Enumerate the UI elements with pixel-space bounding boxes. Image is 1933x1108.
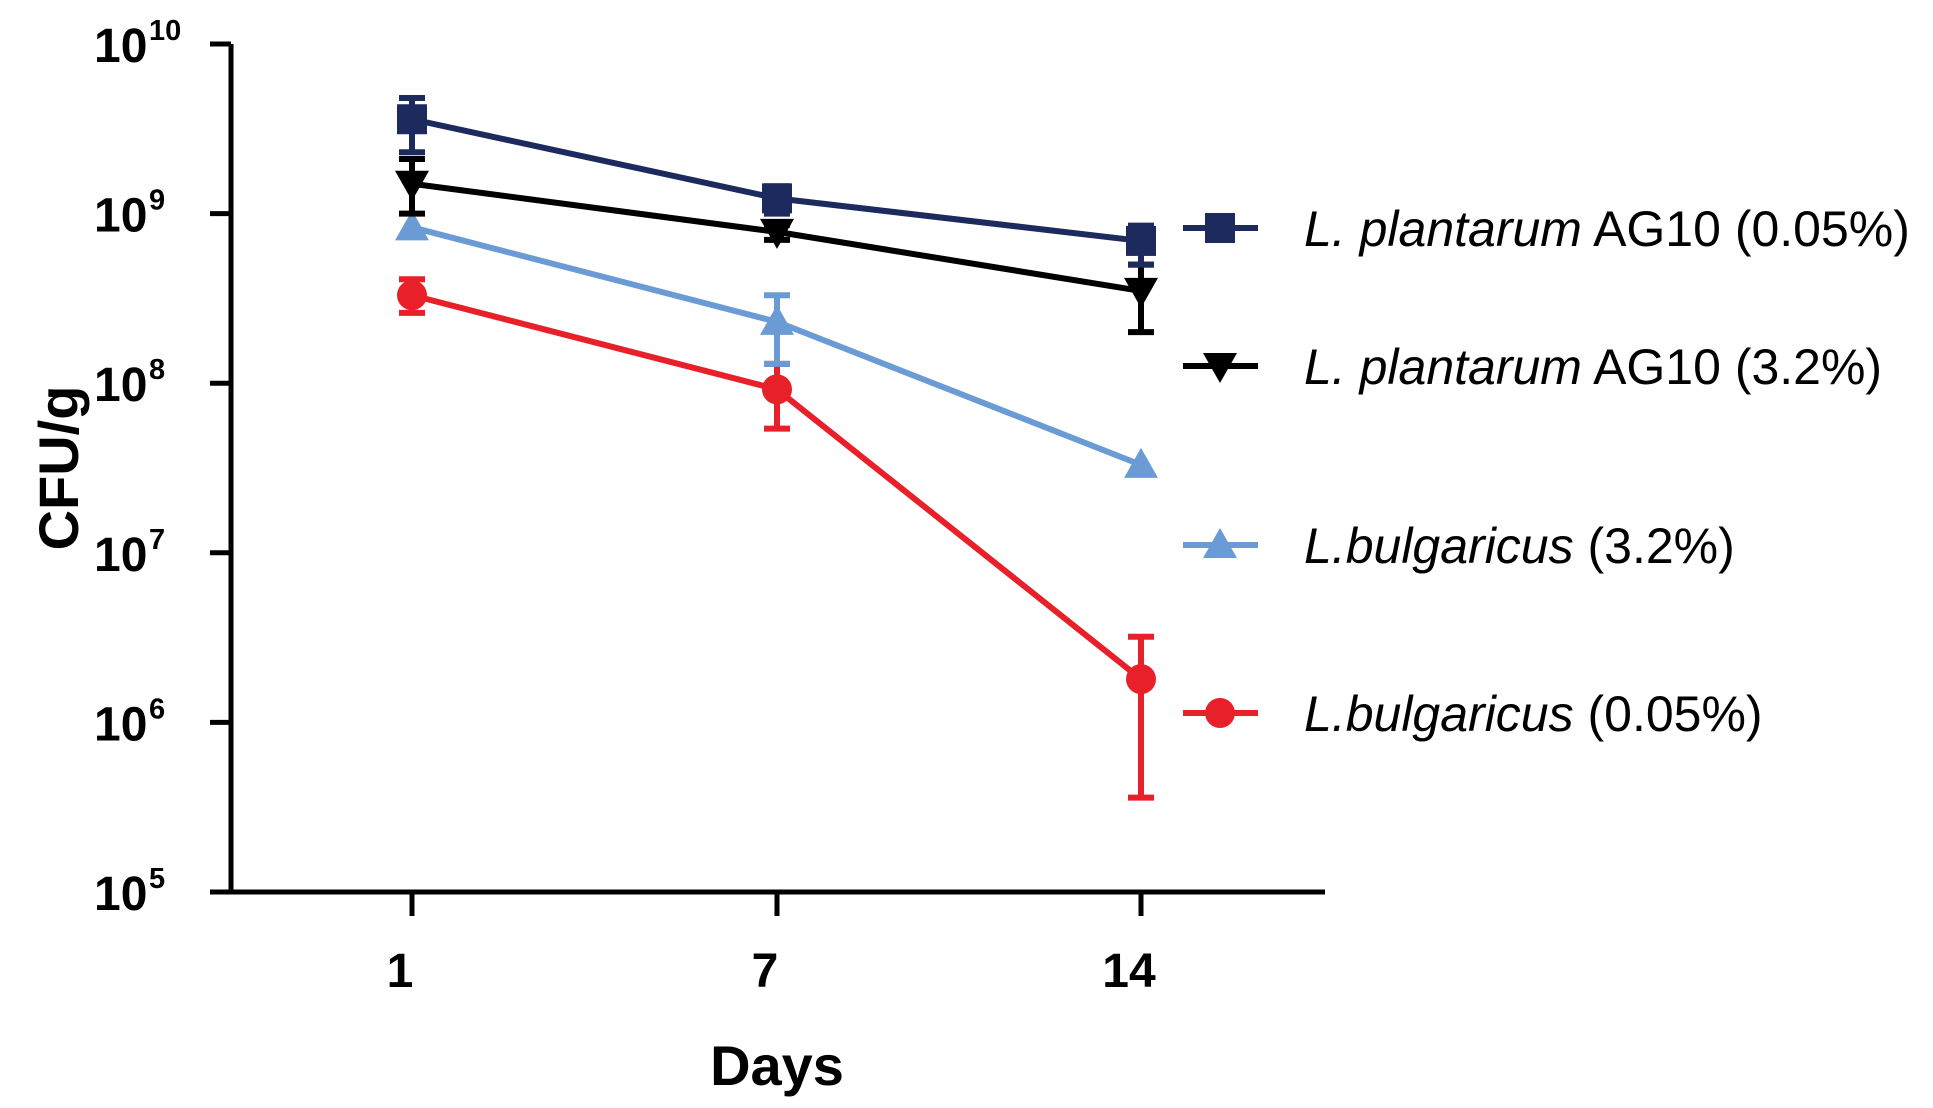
x-ticks: 1 7 14 — [387, 892, 1156, 998]
legend-label-rest: (3.2%) — [1574, 518, 1735, 574]
legend-label: L. plantarum AG10 (3.2%) — [1304, 339, 1882, 395]
y-tick-label: 10 — [94, 698, 147, 751]
series-group — [397, 276, 1156, 801]
legend-label-rest: AG10 (3.2%) — [1582, 339, 1882, 395]
legend-label: L.bulgaricus (0.05%) — [1304, 686, 1763, 742]
y-tick-label: 10 — [94, 868, 147, 921]
legend-label: L.bulgaricus (3.2%) — [1304, 518, 1735, 574]
y-tick-exponent: 6 — [149, 693, 165, 725]
legend: L. plantarum AG10 (0.05%)L. plantarum AG… — [1183, 201, 1910, 742]
y-tick-exponent: 8 — [149, 354, 165, 386]
data-point — [760, 218, 794, 249]
data-point — [1124, 277, 1158, 308]
legend-label-italic: L. plantarum — [1304, 339, 1582, 395]
axes — [228, 44, 1325, 895]
legend-label-italic: L.bulgaricus — [1304, 686, 1574, 742]
data-point — [1126, 664, 1156, 695]
x-tick-label: 1 — [387, 945, 414, 998]
x-tick-label: 7 — [752, 945, 779, 998]
legend-marker — [1205, 213, 1235, 243]
legend-label-rest: (0.05%) — [1574, 686, 1763, 742]
data-point — [397, 104, 427, 135]
data-point — [760, 304, 794, 335]
data-point — [395, 170, 429, 201]
y-tick-label: 10 — [94, 359, 147, 412]
legend-item: L. plantarum AG10 (3.2%) — [1183, 339, 1882, 395]
series-group — [397, 95, 1156, 268]
data-point — [1126, 225, 1156, 256]
legend-label: L. plantarum AG10 (0.05%) — [1304, 201, 1910, 257]
y-axis-title: CFU/g — [27, 386, 90, 551]
series-group — [395, 210, 1158, 478]
x-axis-title: Days — [710, 1034, 844, 1097]
y-tick-label: 10 — [94, 529, 147, 582]
data-point — [395, 210, 429, 241]
legend-label-italic: L. plantarum — [1304, 201, 1582, 257]
legend-item: L.bulgaricus (3.2%) — [1183, 518, 1735, 574]
legend-marker — [1203, 528, 1237, 558]
legend-marker — [1205, 698, 1235, 728]
y-tick-exponent: 7 — [149, 524, 165, 556]
series-layer — [395, 95, 1158, 801]
y-tick-label: 10 — [94, 20, 147, 73]
x-tick-label: 14 — [1102, 945, 1156, 998]
y-tick-exponent: 5 — [149, 863, 165, 895]
legend-label-rest: AG10 (0.05%) — [1582, 201, 1910, 257]
data-point — [397, 280, 427, 311]
legend-label-italic: L.bulgaricus — [1304, 518, 1574, 574]
legend-item: L.bulgaricus (0.05%) — [1183, 686, 1763, 742]
data-point — [762, 374, 792, 405]
legend-item: L. plantarum AG10 (0.05%) — [1183, 201, 1910, 257]
y-tick-label: 10 — [94, 190, 147, 243]
y-tick-exponent: 10 — [149, 15, 181, 47]
data-point — [762, 183, 792, 214]
y-tick-exponent: 9 — [149, 185, 165, 217]
legend-marker — [1203, 353, 1237, 383]
data-point — [1124, 447, 1158, 478]
